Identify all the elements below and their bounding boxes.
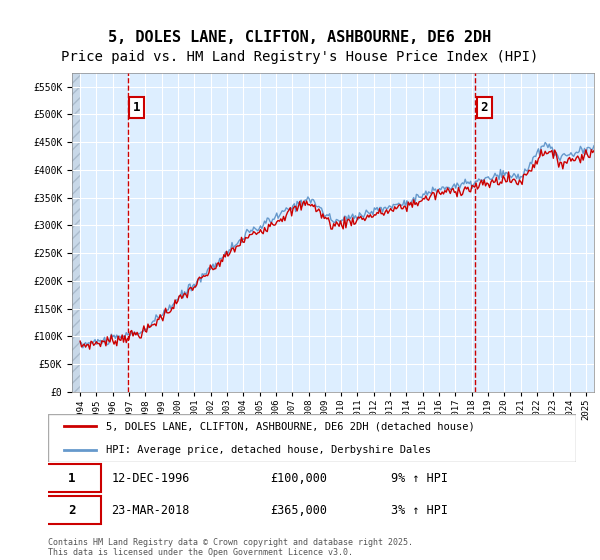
Text: 1: 1 <box>133 101 140 114</box>
Text: 9% ↑ HPI: 9% ↑ HPI <box>391 472 448 484</box>
Text: £100,000: £100,000 <box>270 472 327 484</box>
Text: Price paid vs. HM Land Registry's House Price Index (HPI): Price paid vs. HM Land Registry's House … <box>61 50 539 64</box>
Text: 1: 1 <box>68 472 76 484</box>
Text: 2: 2 <box>481 101 488 114</box>
FancyBboxPatch shape <box>43 496 101 525</box>
Text: Contains HM Land Registry data © Crown copyright and database right 2025.
This d: Contains HM Land Registry data © Crown c… <box>48 538 413 557</box>
Text: 5, DOLES LANE, CLIFTON, ASHBOURNE, DE6 2DH (detached house): 5, DOLES LANE, CLIFTON, ASHBOURNE, DE6 2… <box>106 421 475 431</box>
Text: 12-DEC-1996: 12-DEC-1996 <box>112 472 190 484</box>
FancyBboxPatch shape <box>43 464 101 492</box>
Text: 3% ↑ HPI: 3% ↑ HPI <box>391 504 448 517</box>
Text: 2: 2 <box>68 504 76 517</box>
Text: HPI: Average price, detached house, Derbyshire Dales: HPI: Average price, detached house, Derb… <box>106 445 431 455</box>
Bar <box>72 73 80 392</box>
Text: 23-MAR-2018: 23-MAR-2018 <box>112 504 190 517</box>
Text: £365,000: £365,000 <box>270 504 327 517</box>
Text: 5, DOLES LANE, CLIFTON, ASHBOURNE, DE6 2DH: 5, DOLES LANE, CLIFTON, ASHBOURNE, DE6 2… <box>109 30 491 45</box>
FancyBboxPatch shape <box>48 414 576 462</box>
